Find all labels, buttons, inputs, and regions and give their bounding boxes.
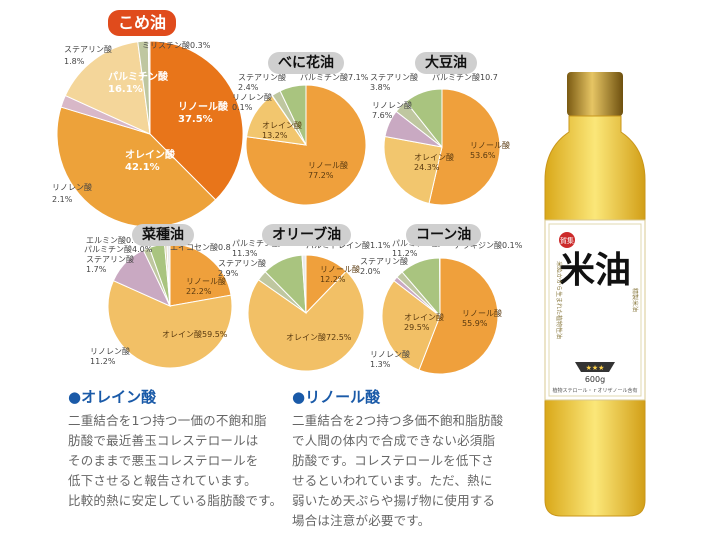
linoleic-line: 肪酸です。コレステロールを低下さ bbox=[292, 453, 494, 468]
bottle-brand: 米油 bbox=[559, 250, 631, 291]
bottle-footer: 植物ステロール・ｒオリザノール含有 bbox=[553, 387, 638, 394]
linoleic-line: 場合は注意が必要です。 bbox=[292, 513, 431, 528]
slice-label: ステアリン酸 2.4% bbox=[238, 72, 286, 92]
slice-label: パルミチン酸4.0% bbox=[84, 244, 153, 254]
bottle-badge-text: 賀集 bbox=[560, 236, 574, 245]
bottle-cap bbox=[567, 72, 623, 116]
fatty-acid-charts: リノール酸 37.5% オレイン酸 42.1% リノレン酸 2.1% パルミチン酸 16.1%… bbox=[52, 10, 523, 375]
linoleic-line: で人間の体内で合成できない必須脂 bbox=[292, 433, 496, 448]
slice-label: ステアリン酸 2.0% bbox=[360, 256, 408, 276]
pie-slice bbox=[64, 41, 151, 135]
oleic-line: 肪酸で最近善玉コレステロールは bbox=[68, 433, 259, 448]
slice-label: パルミチン酸 11.3% bbox=[232, 238, 280, 258]
linoleic-heading: ●リノール酸 bbox=[292, 388, 381, 406]
linoleic-text: 二重結合を2つ持つ多価不飽和脂肪酸 で人間の体内で合成できない必須脂 肪酸です。… bbox=[292, 411, 532, 531]
pie-slice bbox=[428, 88, 501, 206]
slice-label: オレイン酸 24.3% bbox=[414, 152, 454, 172]
chart-title: コーン油 bbox=[406, 224, 482, 246]
slice-label: リノール酸 37.5% bbox=[178, 100, 229, 125]
slice-label: エイコセン酸0.8 bbox=[170, 242, 231, 252]
slice-label: パルミチン酸7.1% bbox=[300, 72, 369, 82]
pie-slice bbox=[381, 280, 441, 371]
pie-slice bbox=[418, 257, 499, 375]
slice-label: オレイン酸 29.5% bbox=[404, 312, 444, 332]
pie-slice bbox=[149, 40, 244, 201]
slice-label: オレイン酸72.5% bbox=[286, 332, 352, 342]
slice-label: パルミチン酸10.7 bbox=[432, 72, 498, 82]
chart-title: 大豆油 bbox=[415, 52, 477, 74]
slice-label: リノレン酸 11.2% bbox=[90, 346, 130, 366]
pie-slice bbox=[56, 106, 217, 228]
pie-slice bbox=[279, 84, 307, 146]
slice-label: リノレン酸 1.3% bbox=[370, 349, 410, 369]
pie-slice bbox=[405, 88, 443, 149]
oleic-section: ●オレイン酸 二重結合を1つ持つ一価の不飽和脂 肪酸で最近善玉コレステロールは … bbox=[68, 386, 328, 511]
pie-slice bbox=[301, 254, 307, 314]
slice-label: ステアリン酸 2.9% bbox=[218, 258, 266, 278]
chart-title: 菜種油 bbox=[132, 224, 194, 246]
slice-label: リノール酸 12.2% bbox=[320, 264, 360, 284]
slice-label: リノール酸 77.2% bbox=[308, 160, 348, 180]
oleic-line: 比較的熱に安定している脂肪酸です。 bbox=[68, 493, 283, 508]
pie-slice bbox=[147, 40, 151, 135]
slice-label: リノレン酸 0.1% bbox=[232, 92, 272, 112]
slice-label: パルミチン酸 16.1% bbox=[108, 70, 169, 95]
bottle-weight: 600g bbox=[585, 375, 605, 384]
slice-label: リノール酸 22.2% bbox=[186, 276, 226, 296]
slice-label: エルミン酸0.6% bbox=[86, 235, 147, 245]
linoleic-section: ●リノール酸 二重結合を2つ持つ多価不飽和脂肪酸 で人間の体内で合成できない必須… bbox=[292, 386, 532, 531]
slice-label: リノレン酸 7.6% bbox=[372, 100, 412, 120]
bottle-star-ribbon bbox=[575, 362, 615, 372]
oleic-text: 二重結合を1つ持つ一価の不飽和脂 肪酸で最近善玉コレステロールは そのままで悪玉… bbox=[68, 411, 328, 511]
slice-label: リノール酸 53.6% bbox=[470, 140, 510, 160]
oleic-line: 二重結合を1つ持つ一価の不飽和脂 bbox=[68, 413, 267, 428]
oleic-line: 低下させると報告されています。 bbox=[68, 473, 257, 488]
linoleic-line: せるといわれています。ただ、熱に bbox=[292, 473, 493, 488]
bottle-side-text-right: 精製米油 bbox=[631, 288, 639, 312]
chart-title: こめ油 bbox=[108, 10, 177, 36]
chart-title: べに花油 bbox=[268, 52, 344, 74]
slice-label: オレイン酸59.5% bbox=[162, 329, 228, 339]
slice-label: アラギジン酸0.1% bbox=[454, 240, 523, 250]
slice-label: オレイン酸 13.2% bbox=[262, 120, 302, 140]
rice-oil-bottle: 賀集 米油 ★★★ 600g 植物ステロール・ｒオリザノール含有 米ぬかから生ま… bbox=[535, 70, 655, 520]
bottle-badge bbox=[559, 232, 575, 248]
linoleic-line: 弱いため天ぷらや揚げ物に使用する bbox=[292, 493, 496, 508]
charts-svg: リノール酸 37.5%オレイン酸 42.1% リノレン酸 2.1% パルミチン酸 16.1%… bbox=[52, 40, 523, 375]
bottle-label-border bbox=[548, 223, 642, 397]
slice-label: リノレン酸 2.1% bbox=[52, 182, 92, 204]
slice-label: ステアリン酸 1.7% bbox=[86, 254, 134, 274]
bottle-stars-icon: ★★★ bbox=[586, 364, 605, 372]
pie-slice bbox=[247, 270, 365, 372]
slice-label: ミリスチン酸0.3% bbox=[142, 40, 211, 50]
oleic-heading: ●オレイン酸 bbox=[68, 388, 157, 406]
slice-label: パルミトレイン酸1.1% bbox=[306, 240, 391, 250]
oleic-line: そのままで悪玉コレステロールを bbox=[68, 453, 259, 468]
chart-title: オリーブ油 bbox=[262, 224, 352, 246]
slice-label: ステアリン酸 1.8% bbox=[64, 44, 112, 66]
slice-label: オレイン酸 42.1% bbox=[125, 148, 176, 173]
linoleic-line: 二重結合を2つ持つ多価不飽和脂肪酸 bbox=[292, 413, 504, 428]
pie-slice bbox=[383, 135, 443, 205]
pie-slice bbox=[107, 280, 233, 369]
bottle-side-text-left: 米ぬかから生まれた植物性油 bbox=[555, 261, 563, 339]
slice-label: リノール酸 55.9% bbox=[462, 308, 502, 328]
bottle-illustration: 賀集 米油 ★★★ 600g 植物ステロール・ｒオリザノール含有 米ぬかから生ま… bbox=[544, 72, 646, 517]
slice-label: ステアリン酸 3.8% bbox=[370, 72, 418, 92]
